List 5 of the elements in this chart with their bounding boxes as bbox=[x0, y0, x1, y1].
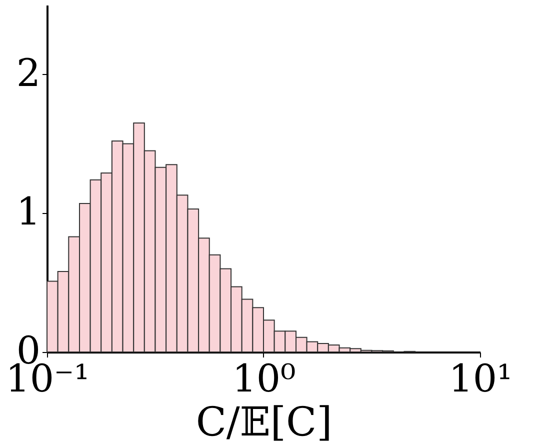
x-tick-label: 10¹ bbox=[448, 356, 512, 400]
y-tick-label: 1 bbox=[16, 190, 40, 234]
x-axis-title: C/𝔼[C] bbox=[196, 400, 332, 446]
x-tick-label: 10⁰ bbox=[232, 356, 296, 400]
y-tick-label: 2 bbox=[16, 50, 40, 95]
